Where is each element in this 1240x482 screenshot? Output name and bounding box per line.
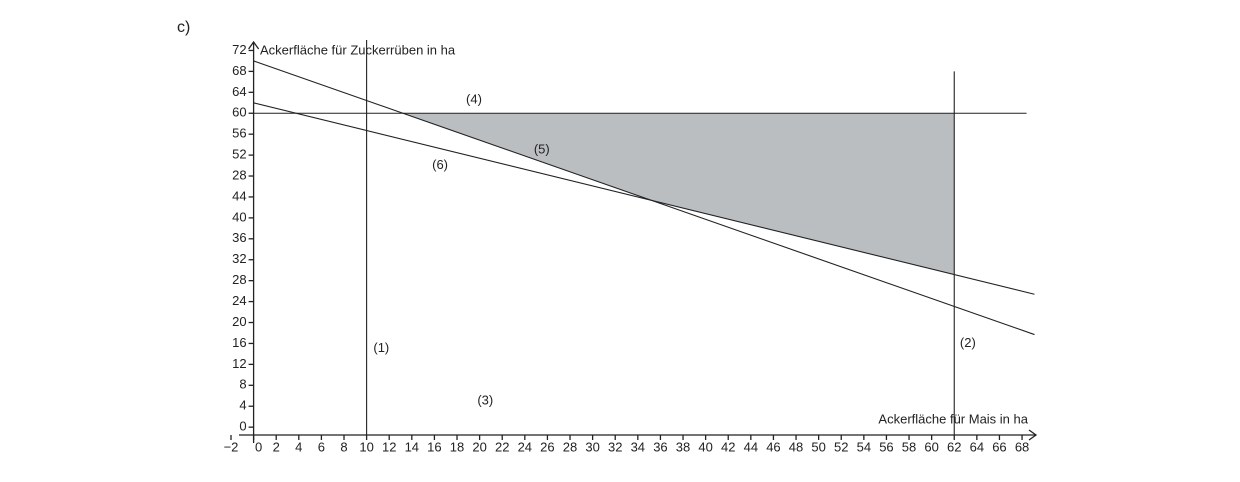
x-tick-label: 44 bbox=[744, 439, 758, 454]
y-tick-label: 8 bbox=[239, 377, 246, 392]
x-tick-label: −2 bbox=[224, 439, 239, 454]
x-tick-label: 26 bbox=[540, 439, 554, 454]
x-tick-label: 18 bbox=[450, 439, 464, 454]
x-tick-label: 32 bbox=[608, 439, 622, 454]
x-tick-label: 14 bbox=[405, 439, 419, 454]
constraint-label: (4) bbox=[466, 92, 482, 107]
x-tick-label: 36 bbox=[653, 439, 667, 454]
constraint-label: (5) bbox=[534, 141, 550, 156]
x-tick-label: 16 bbox=[427, 439, 441, 454]
y-tick-label: 32 bbox=[232, 251, 246, 266]
y-tick-label: 28 bbox=[232, 272, 246, 287]
x-tick-label: 2 bbox=[273, 439, 280, 454]
x-tick-label: 22 bbox=[495, 439, 509, 454]
y-tick-label: 28 bbox=[232, 167, 246, 182]
x-tick-label: 34 bbox=[631, 439, 645, 454]
y-axis-arrow bbox=[248, 40, 260, 50]
y-tick-label: 56 bbox=[232, 126, 246, 141]
x-tick-label: 28 bbox=[563, 439, 577, 454]
x-tick-label: 60 bbox=[924, 439, 938, 454]
x-tick-label: 58 bbox=[902, 439, 916, 454]
x-axis-label: Ackerfläche für Mais in ha bbox=[878, 411, 1028, 426]
part-label: c) bbox=[177, 19, 190, 36]
y-tick-label: 52 bbox=[232, 147, 246, 162]
y-tick-label: 40 bbox=[232, 209, 246, 224]
y-tick-label: 60 bbox=[232, 105, 246, 120]
x-tick-label: 0 bbox=[255, 439, 262, 454]
x-tick-label: 30 bbox=[585, 439, 599, 454]
y-tick-label: 68 bbox=[232, 63, 246, 78]
x-tick-label: 40 bbox=[698, 439, 712, 454]
x-tick-label: 46 bbox=[766, 439, 780, 454]
x-tick-label: 68 bbox=[1015, 439, 1029, 454]
constraint-line bbox=[253, 102, 1035, 295]
constraint-label: (1) bbox=[373, 340, 389, 355]
x-tick-label: 54 bbox=[857, 439, 871, 454]
y-tick-label: 36 bbox=[232, 230, 246, 245]
x-tick-label: 48 bbox=[789, 439, 803, 454]
y-tick-label: 64 bbox=[232, 84, 246, 99]
x-tick-label: 50 bbox=[811, 439, 825, 454]
constraint-label: (3) bbox=[477, 392, 493, 407]
x-tick-label: 20 bbox=[472, 439, 486, 454]
y-tick-label: 44 bbox=[232, 188, 246, 203]
x-tick-label: 42 bbox=[721, 439, 735, 454]
feasible-region bbox=[402, 113, 955, 275]
x-tick-label: 24 bbox=[518, 439, 532, 454]
x-tick-label: 62 bbox=[947, 439, 961, 454]
y-tick-label: 12 bbox=[232, 356, 246, 371]
y-tick-label: 24 bbox=[232, 293, 246, 308]
x-tick-label: 52 bbox=[834, 439, 848, 454]
y-axis-label: Ackerfläche für Zuckerrüben in ha bbox=[260, 42, 456, 57]
y-tick-label: 4 bbox=[239, 398, 246, 413]
y-tick-label: 16 bbox=[232, 335, 246, 350]
x-tick-label: 38 bbox=[676, 439, 690, 454]
x-tick-label: 12 bbox=[382, 439, 396, 454]
y-tick-label: 0 bbox=[239, 419, 246, 434]
x-tick-label: 64 bbox=[970, 439, 984, 454]
y-tick-label: 20 bbox=[232, 314, 246, 329]
constraint-line bbox=[253, 60, 1035, 336]
constraint-label: (2) bbox=[960, 335, 976, 350]
y-tick-label: 72 bbox=[232, 42, 246, 57]
x-axis-arrow bbox=[1028, 429, 1038, 441]
x-tick-label: 10 bbox=[359, 439, 373, 454]
constraint-label: (6) bbox=[432, 157, 448, 172]
x-tick-label: 8 bbox=[340, 439, 347, 454]
x-tick-label: 56 bbox=[879, 439, 893, 454]
x-tick-label: 4 bbox=[295, 439, 302, 454]
x-tick-label: 6 bbox=[318, 439, 325, 454]
x-tick-label: 66 bbox=[992, 439, 1006, 454]
